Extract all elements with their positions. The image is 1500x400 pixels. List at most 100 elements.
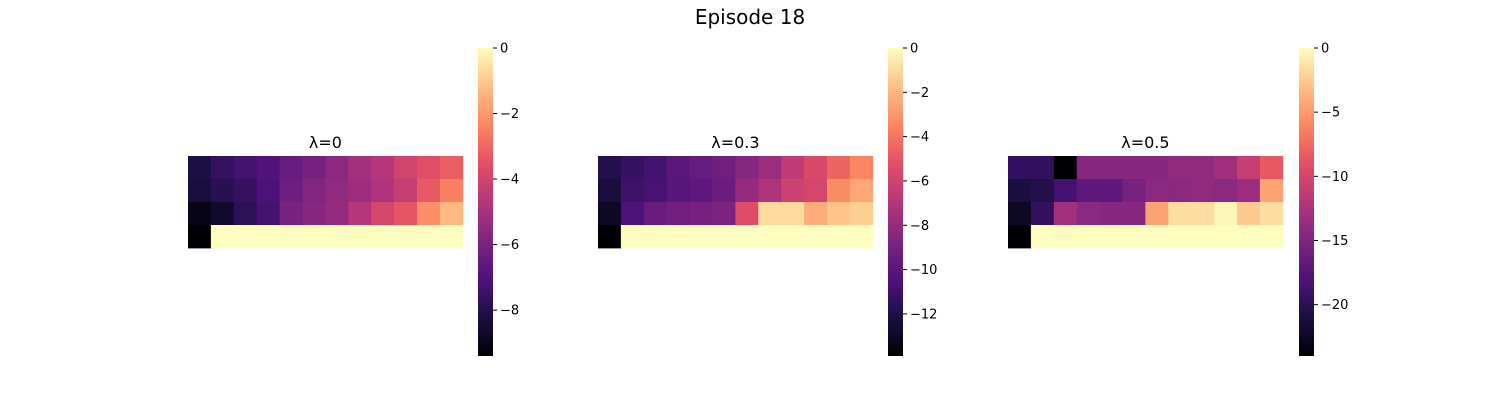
heatmap-cell	[1237, 225, 1261, 249]
heatmap-cell	[804, 179, 828, 203]
heatmap-cell	[620, 179, 645, 203]
heatmap-cell	[643, 156, 668, 180]
heatmap-cell	[1145, 179, 1169, 203]
heatmap-cell	[781, 225, 805, 249]
heatmap-cell	[371, 156, 395, 180]
heatmap-cell	[712, 225, 736, 249]
colorbar-tick-label: 0	[500, 42, 508, 57]
heatmap-cell	[439, 179, 464, 203]
heatmap-cell	[1008, 179, 1032, 203]
heatmap-cell	[1237, 156, 1261, 180]
heatmap-cell	[210, 225, 235, 249]
heatmap-cell	[598, 179, 622, 203]
heatmap-cell	[256, 225, 280, 249]
colorbar-tick-label: −4	[910, 130, 929, 145]
heatmap-cell	[849, 179, 874, 203]
heatmap-cell	[1259, 156, 1284, 180]
heatmap-cell	[394, 202, 418, 226]
heatmap-cell	[1259, 202, 1284, 226]
heatmap-cell	[256, 202, 280, 226]
heatmap-cell	[394, 156, 418, 180]
heatmap-cell	[233, 179, 258, 203]
heatmap-cell	[1191, 225, 1215, 249]
heatmap-cell	[1237, 202, 1261, 226]
heatmap-cell	[348, 225, 372, 249]
colorbar-tick-label: −20	[1321, 298, 1348, 313]
colorbar-tick-label: −10	[910, 263, 937, 278]
heatmap-cell	[643, 202, 668, 226]
heatmap-cell	[188, 179, 212, 203]
heatmap-cell	[666, 179, 690, 203]
heatmap-cell	[689, 202, 713, 226]
heatmap-cell	[804, 202, 828, 226]
heatmap-cell	[1122, 202, 1146, 226]
heatmap-cell	[1214, 225, 1238, 249]
heatmap-cell	[1030, 225, 1055, 249]
heatmap-cell	[1168, 179, 1192, 203]
heatmap-cell	[371, 179, 395, 203]
heatmap-cell	[643, 225, 668, 249]
heatmap-cell	[210, 156, 235, 180]
heatmap-cell	[1076, 225, 1100, 249]
colorbar-tick-label: −12	[910, 307, 937, 322]
heatmap-cell	[735, 179, 759, 203]
heatmap-panels: λ=0 0 −2 −4 −6 −8 λ=0.3 0 −2 −4 −6 −8 −10 −12 λ=0.5 0 −5…	[188, 42, 1348, 356]
panel-title: λ=0.5	[1121, 133, 1169, 152]
heatmap-cell	[712, 156, 736, 180]
heatmap-cell	[394, 179, 418, 203]
heatmap-cell	[1008, 225, 1032, 249]
heatmap-cell	[417, 156, 441, 180]
heatmap-cell	[804, 225, 828, 249]
heatmap-cell	[1053, 202, 1078, 226]
heatmap-cell	[1122, 156, 1146, 180]
heatmap-cell	[1076, 179, 1100, 203]
heatmap-cell	[1008, 156, 1032, 180]
heatmap-cell	[1053, 225, 1078, 249]
heatmap-cell	[620, 202, 645, 226]
heatmap-cell	[1099, 179, 1123, 203]
heatmap-cell	[439, 225, 464, 249]
heatmap-cell	[1168, 225, 1192, 249]
colorbar	[888, 48, 903, 356]
heatmap-cell	[302, 179, 326, 203]
colorbar-tick-label: −2	[500, 107, 519, 122]
heatmap-cell	[1099, 202, 1123, 226]
heatmap-cell	[1145, 202, 1169, 226]
heatmap-cell	[620, 225, 645, 249]
heatmap-cell	[1053, 156, 1078, 180]
heatmap-cell	[325, 179, 349, 203]
heatmap-cell	[827, 179, 851, 203]
heatmap-cell	[758, 202, 782, 226]
heatmap-cell	[256, 179, 280, 203]
colorbar	[478, 48, 493, 356]
heatmap-cell	[1259, 225, 1284, 249]
heatmap-cell	[689, 179, 713, 203]
heatmap-cell	[302, 225, 326, 249]
heatmap-cell	[348, 202, 372, 226]
heatmap-cell	[1122, 179, 1146, 203]
heatmap-cell	[1214, 156, 1238, 180]
heatmap-cell	[827, 225, 851, 249]
colorbar-tick-label: −2	[910, 86, 929, 101]
heatmap-cell	[233, 156, 258, 180]
heatmap-cell	[1030, 179, 1055, 203]
heatmap-cell	[1214, 202, 1238, 226]
heatmap-cell	[417, 179, 441, 203]
heatmap-cell	[1145, 156, 1169, 180]
heatmap-cell	[394, 225, 418, 249]
colorbar-tick-label: −10	[1321, 170, 1348, 185]
heatmap-cell	[712, 202, 736, 226]
colorbar-tick-label: 0	[910, 42, 918, 57]
colorbar-tick-label: −8	[500, 304, 519, 319]
heatmap-cell	[371, 202, 395, 226]
heatmap-cell	[188, 156, 212, 180]
heatmap-cell	[598, 202, 622, 226]
heatmap-cell	[643, 179, 668, 203]
heatmap-panel: λ=0.3 0 −2 −4 −6 −8 −10 −12	[598, 42, 937, 356]
heatmap-cell	[302, 156, 326, 180]
colorbar-tick-label: −4	[500, 173, 519, 188]
heatmap-cell	[279, 202, 303, 226]
heatmap-cell	[666, 156, 690, 180]
heatmap-cell	[735, 202, 759, 226]
heatmap-cell	[233, 225, 258, 249]
